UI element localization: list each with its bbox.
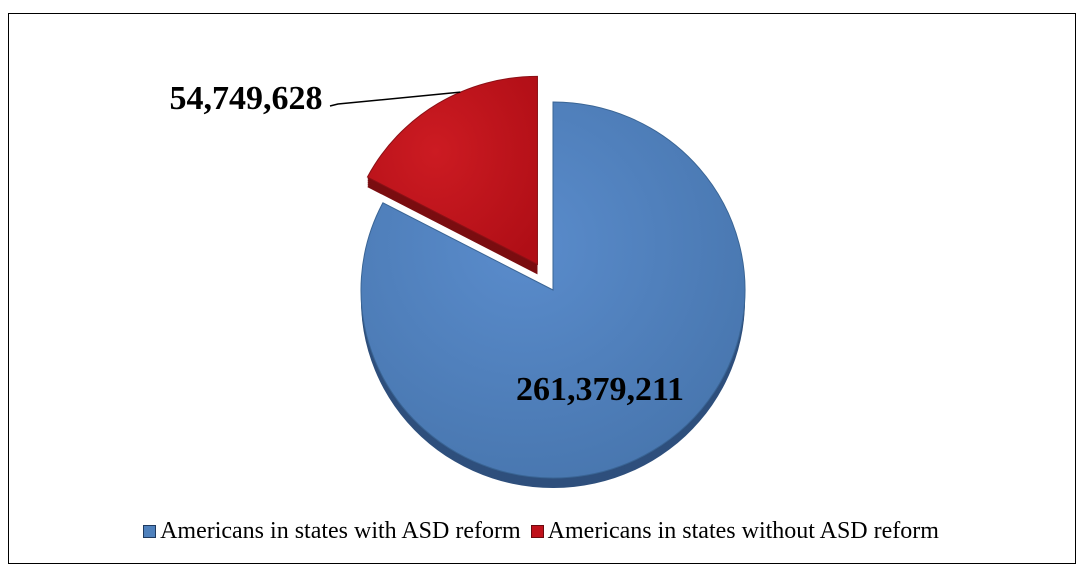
leader-line bbox=[329, 91, 461, 107]
pie-slices bbox=[360, 75, 746, 488]
legend-entry-without-reform: Americans in states without ASD reform bbox=[530, 518, 939, 545]
data-label-without-reform: 54,749,628 bbox=[170, 80, 323, 117]
legend-swatch-without-reform bbox=[530, 525, 544, 538]
legend-swatch-with-reform bbox=[143, 525, 157, 538]
pie-slice-with-reform bbox=[360, 101, 746, 479]
legend-label-without-reform: Americans in states without ASD reform bbox=[547, 518, 939, 544]
data-label-with-reform: 261,379,211 bbox=[516, 371, 684, 408]
legend-label-with-reform: Americans in states with ASD reform bbox=[160, 518, 521, 544]
pie-slice-without-reform bbox=[366, 75, 538, 266]
legend: Americans in states with ASD reform Amer… bbox=[0, 518, 1082, 545]
legend-entry-with-reform: Americans in states with ASD reform bbox=[143, 518, 521, 545]
